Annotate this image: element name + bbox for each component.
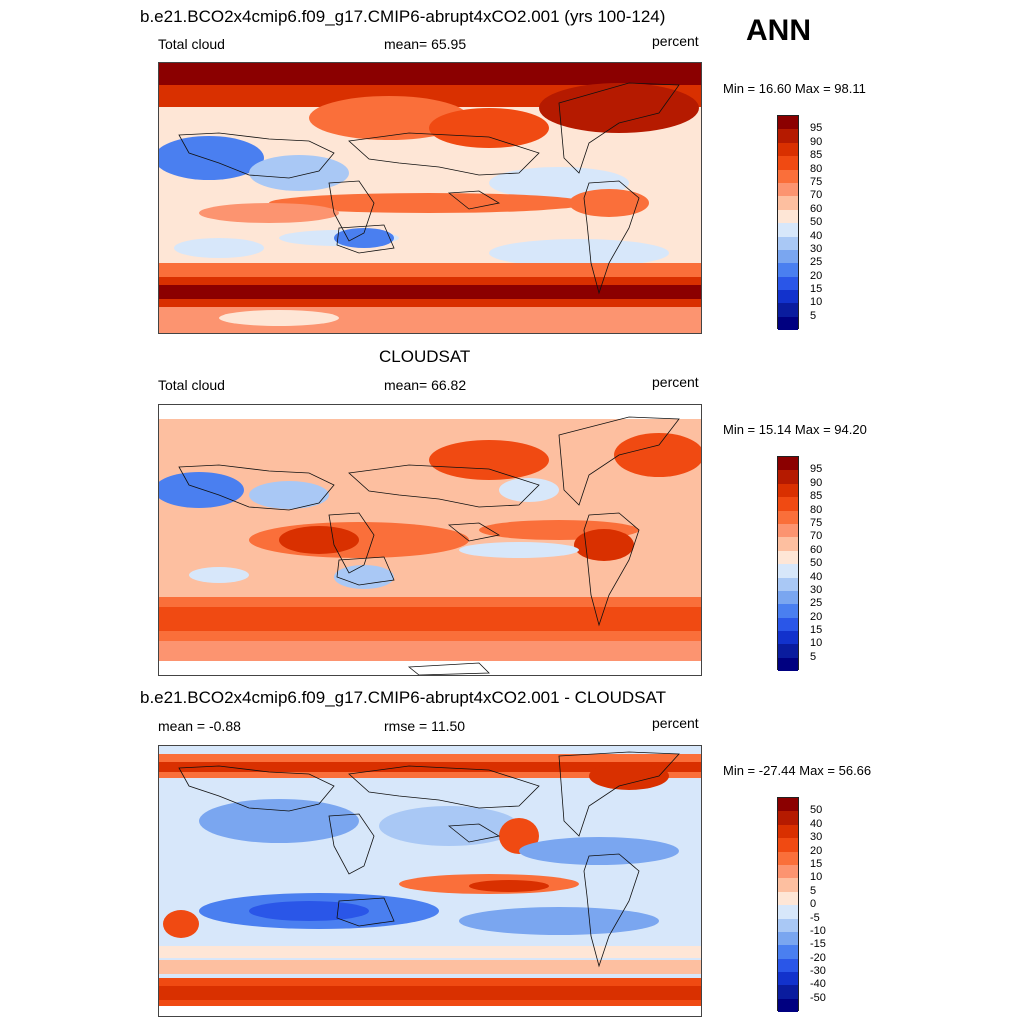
panel2-cbar-label: 10 [810, 637, 823, 649]
panel2-map [158, 404, 702, 676]
panel1-map [158, 62, 702, 334]
panel3-cbar-label: 20 [810, 845, 823, 857]
panel1-units-label: percent [652, 33, 699, 49]
panel2-map-field [159, 405, 701, 675]
panel2-mean-label: mean= 66.82 [384, 377, 467, 393]
panel3-minmax-label: Min = -27.44 Max = 56.66 [723, 763, 872, 778]
panel3-cbar-label: 0 [810, 898, 817, 910]
panel2-title: CLOUDSAT [379, 347, 471, 366]
panel1-cbar-label: 50 [810, 216, 823, 228]
panel1-colorbar [777, 115, 799, 331]
panel1-cbar-label: 95 [810, 122, 823, 134]
panel3-cbar-label: -20 [810, 952, 826, 964]
panel2-cbar-label: 80 [810, 504, 823, 516]
panel3-colorbar [777, 797, 799, 1013]
panel2-cbar-label: 40 [810, 571, 823, 583]
panel3-map-field [159, 746, 701, 1016]
panel3-cbar-label: -50 [810, 992, 826, 1004]
panel3-cbar-label: -40 [810, 978, 826, 990]
panel3-cbar-label: -10 [810, 925, 826, 937]
panel1-cbar-label: 60 [810, 203, 823, 215]
panel3-cbar-label: -5 [810, 912, 820, 924]
panel3-cbar-label: -15 [810, 938, 826, 950]
panel2-cbar-label: 50 [810, 557, 823, 569]
panel1-mean-label: mean= 65.95 [384, 36, 467, 52]
season-label: ANN [746, 14, 811, 47]
panel3-rmse-label: rmse = 11.50 [384, 718, 466, 734]
panel3-cbar-label: 40 [810, 818, 823, 830]
panel1-cbar-label: 40 [810, 230, 823, 242]
panel2-cbar-label: 75 [810, 517, 823, 529]
panel2-cbar-label: 30 [810, 584, 823, 596]
panel1-cbar-label: 85 [810, 149, 823, 161]
panel1-cbar-label: 15 [810, 283, 823, 295]
panel2-cbar-label: 95 [810, 463, 823, 475]
panel2-field-label: Total cloud [158, 377, 225, 393]
panel2-cbar-label: 70 [810, 530, 823, 542]
panel2-cbar-label: 25 [810, 597, 823, 609]
panel1-field-label: Total cloud [158, 36, 225, 52]
panel1-cbar-label: 10 [810, 296, 823, 308]
panel1-cbar-label: 20 [810, 270, 823, 282]
panel2-cbar-label: 90 [810, 477, 823, 489]
panel1-cbar-label: 70 [810, 189, 823, 201]
panel3-title: b.e21.BCO2x4cmip6.f09_g17.CMIP6-abrupt4x… [140, 688, 666, 707]
panel1-cbar-label: 30 [810, 243, 823, 255]
panel3-units-label: percent [652, 715, 699, 731]
panel1-title: b.e21.BCO2x4cmip6.f09_g17.CMIP6-abrupt4x… [140, 7, 666, 26]
panel3-cbar-label: 15 [810, 858, 823, 870]
panel2-cbar-label: 15 [810, 624, 823, 636]
panel2-minmax-label: Min = 15.14 Max = 94.20 [723, 422, 867, 437]
panel2-cbar-label: 60 [810, 544, 823, 556]
panel3-cbar-label: 5 [810, 885, 817, 897]
panel1-cbar-label: 80 [810, 163, 823, 175]
panel1-cbar-label: 90 [810, 136, 823, 148]
panel2-colorbar [777, 456, 799, 672]
panel3-cbar-label: -30 [810, 965, 826, 977]
panel1-map-field [159, 63, 701, 333]
panel2-units-label: percent [652, 374, 699, 390]
panel1-cbar-label: 25 [810, 256, 823, 268]
panel1-cbar-label: 75 [810, 176, 823, 188]
panel3-cbar-label: 30 [810, 831, 823, 843]
panel3-cbar-label: 50 [810, 804, 823, 816]
panel3-mean-label: mean = -0.88 [158, 718, 241, 734]
panel2-cbar-label: 5 [810, 651, 817, 663]
panel2-cbar-label: 85 [810, 490, 823, 502]
panel1-cbar-label: 5 [810, 310, 817, 322]
panel3-map [158, 745, 702, 1017]
panel1-minmax-label: Min = 16.60 Max = 98.11 [723, 81, 866, 96]
panel3-cbar-label: 10 [810, 871, 823, 883]
panel2-cbar-label: 20 [810, 611, 823, 623]
